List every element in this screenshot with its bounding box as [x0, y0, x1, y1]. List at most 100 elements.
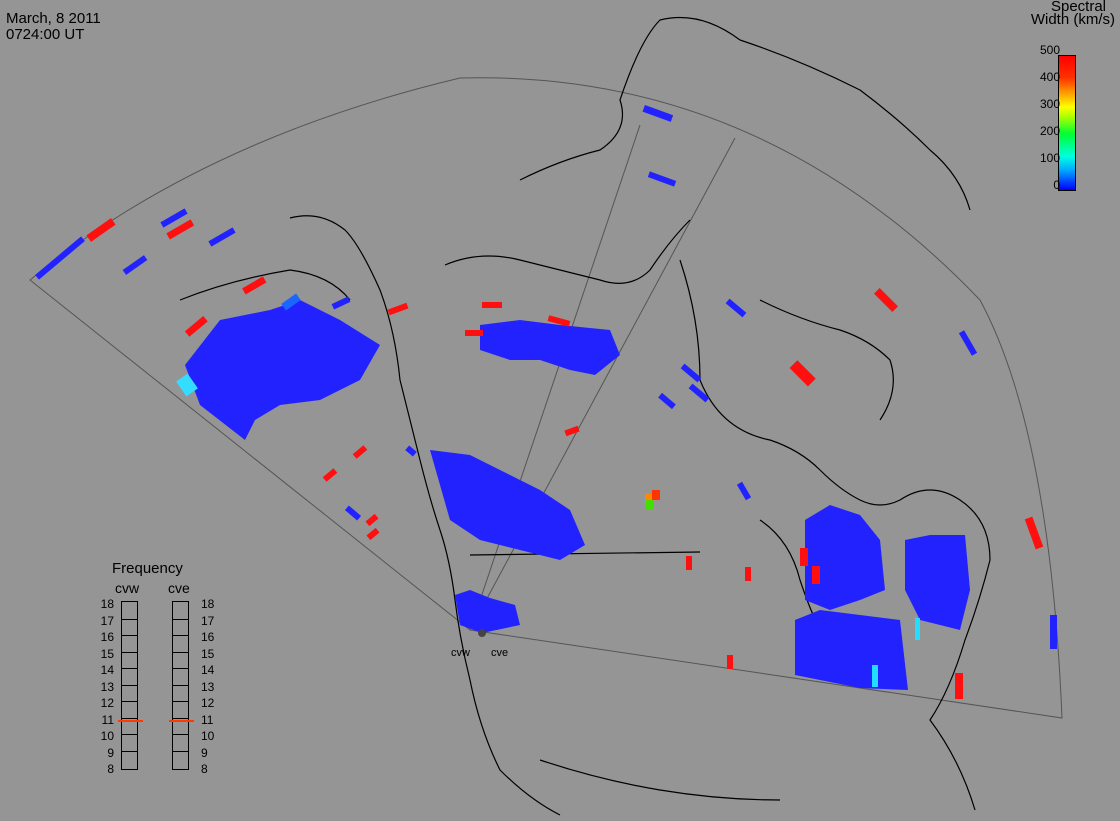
- scatter-cell: [208, 227, 236, 247]
- scatter-cell: [646, 500, 654, 510]
- scatter-cell: [658, 392, 676, 410]
- frequency-tick: 11: [201, 712, 214, 727]
- frequency-tick: 9: [107, 745, 114, 760]
- scatter-cell: [365, 513, 379, 527]
- gauge-gridline: [122, 651, 137, 653]
- frequency-tick: 17: [201, 613, 215, 628]
- scatter-cell: [1050, 615, 1057, 649]
- gauge-gridline: [122, 734, 137, 735]
- fov-divider: [469, 137, 736, 631]
- scatter-region: [795, 610, 908, 690]
- scatter-cell: [686, 556, 692, 570]
- scatter-cell: [745, 567, 751, 581]
- frequency-gauge-cvw: [118, 601, 143, 770]
- scatter-cell: [547, 315, 571, 327]
- scatter-cell: [344, 505, 362, 521]
- scatter-cell: [872, 665, 878, 687]
- gauge-gridline: [173, 734, 188, 735]
- fov-boundary: [29, 77, 1063, 719]
- gauge-gridline: [173, 651, 188, 653]
- gauge-gridline: [122, 668, 137, 669]
- frequency-marker: [118, 719, 143, 722]
- gauge-gridline: [122, 701, 137, 702]
- frequency-tick: 8: [201, 762, 208, 776]
- frequency-tick: 11: [101, 712, 114, 727]
- scatter-cell: [184, 315, 208, 337]
- scatter-cell: [564, 425, 580, 437]
- scatter-cell: [160, 208, 188, 228]
- gauge-gridline: [173, 684, 188, 686]
- scatter-cell: [915, 618, 920, 640]
- scatter-cell: [331, 296, 351, 310]
- scatter-region: [480, 320, 620, 375]
- frequency-tick: 12: [100, 696, 114, 710]
- scatter-cell: [642, 105, 674, 122]
- scatter-region: [905, 535, 970, 630]
- scatter-cell: [958, 330, 978, 356]
- scatter-cell: [166, 219, 195, 240]
- scatter-cell: [680, 363, 702, 383]
- scatter-cell: [176, 373, 198, 397]
- frequency-title: Frequency: [112, 560, 183, 577]
- scatter-cell: [366, 527, 380, 541]
- scatter-cell: [652, 490, 660, 500]
- fov-divider: [469, 124, 641, 631]
- gauge-gridline: [122, 635, 137, 636]
- frequency-tick: 10: [100, 729, 114, 743]
- frequency-col-west: cvw: [115, 580, 140, 596]
- radar-label-east: cve: [491, 647, 509, 659]
- frequency-tick: 10: [201, 729, 215, 743]
- frequency-tick: 15: [100, 646, 114, 661]
- scatter-cell: [465, 330, 483, 336]
- date-label: March, 8 2011: [6, 10, 101, 27]
- frequency-tick: 13: [201, 679, 215, 694]
- colorbar-tick: 100: [1039, 151, 1060, 165]
- gauge-gridline: [173, 717, 188, 719]
- scatter-cell: [352, 445, 368, 459]
- frequency-tick: 18: [201, 597, 215, 611]
- colorbar-title: Spectral: [1050, 0, 1106, 15]
- frequency-gauge-cve: [169, 601, 194, 770]
- frequency-tick: 13: [100, 679, 114, 694]
- frequency-tick: 12: [201, 696, 215, 710]
- frequency-tick: 9: [201, 745, 208, 760]
- colorbar-tick: 300: [1039, 97, 1060, 111]
- radar-label-west: cvw: [451, 647, 470, 659]
- scatter-cell: [482, 302, 502, 308]
- frequency-tick: 16: [201, 630, 215, 644]
- gauge-gridline: [173, 750, 188, 752]
- scatter-cell: [35, 236, 85, 280]
- radar-site-marker: [478, 629, 486, 637]
- spectral-width-colorbar: [1058, 55, 1076, 191]
- scatter-cell: [789, 360, 816, 387]
- scatter-cell: [727, 655, 733, 669]
- colorbar-tick: 400: [1039, 70, 1060, 84]
- frequency-marker: [169, 719, 194, 722]
- scatter-cell: [322, 468, 338, 482]
- gauge-gridline: [122, 750, 137, 752]
- scatter-cell: [1024, 516, 1044, 550]
- scatter-cell: [812, 566, 820, 584]
- scatter-cell: [736, 481, 752, 501]
- scatter-cell: [122, 255, 148, 275]
- frequency-tick: 14: [100, 663, 114, 677]
- time-label: 0724:00 UT: [6, 26, 85, 43]
- scatter-cell: [281, 293, 301, 311]
- colorbar-tick: 200: [1039, 124, 1060, 138]
- scatter-cell: [405, 445, 417, 457]
- colorbar-title-units: Width (km/s): [1030, 11, 1115, 28]
- gauge-gridline: [173, 668, 188, 669]
- scatter-cell: [86, 218, 116, 242]
- frequency-tick: 14: [201, 663, 215, 677]
- scatter-region: [430, 450, 585, 560]
- scatter-cell: [242, 276, 267, 295]
- colorbar-tick: 500: [1039, 43, 1060, 57]
- gauge-gridline: [173, 618, 188, 620]
- scatter-cell: [800, 548, 808, 566]
- frequency-tick: 16: [100, 630, 114, 644]
- gauge-gridline: [122, 684, 137, 686]
- scatter-cell: [873, 287, 899, 313]
- scatter-cell: [647, 171, 677, 187]
- scatter-cell: [387, 302, 409, 316]
